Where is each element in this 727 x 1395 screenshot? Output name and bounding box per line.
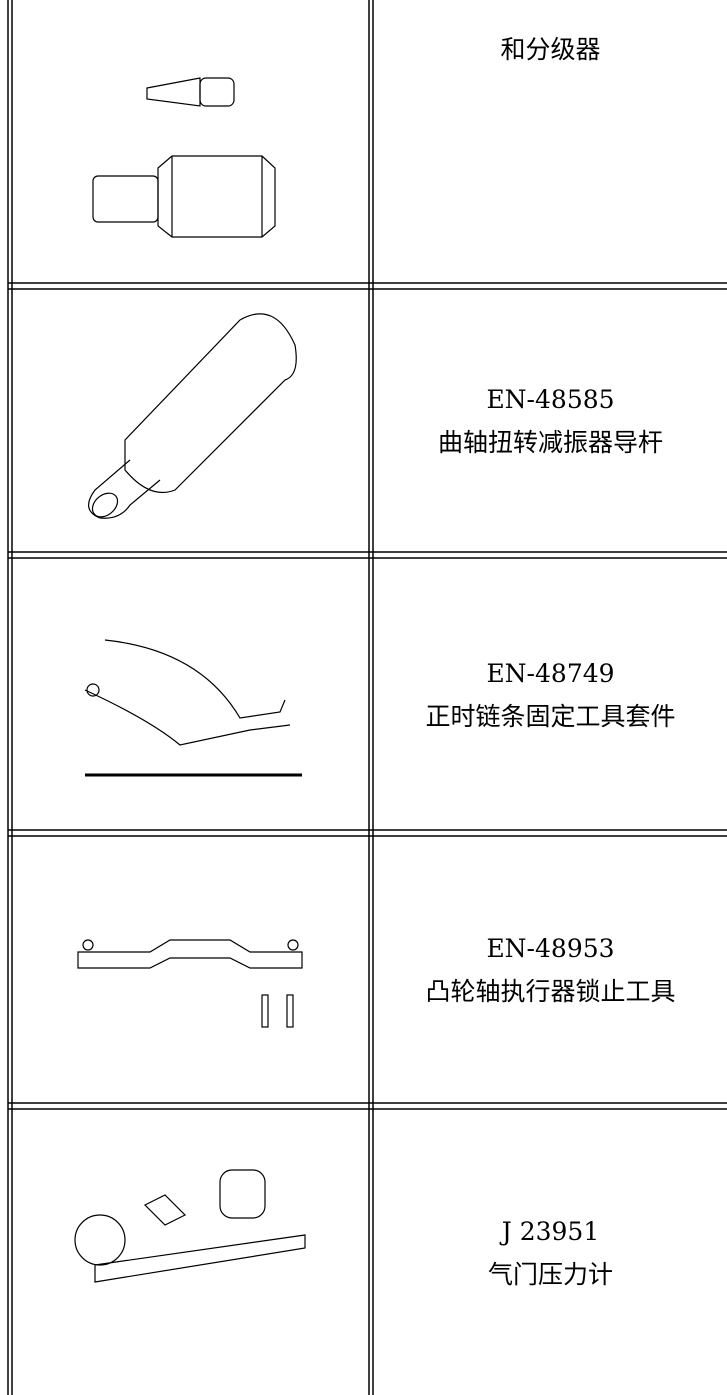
tool-illustration — [77, 939, 303, 1028]
tool-number: J 23951 — [501, 1216, 600, 1246]
tool-illustration — [74, 1169, 306, 1283]
tool-number: EN-48585 — [486, 385, 615, 414]
tool-number: EN-48953 — [486, 934, 615, 963]
tool-illustration — [88, 313, 297, 519]
tool-name-cell: EN-48953 凸轮轴执行器锁止工具 — [374, 837, 727, 1103]
tool-name-cell: 和分级器 — [374, 0, 727, 283]
tool-name: 凸轮轴执行器锁止工具 — [425, 977, 676, 1006]
tool-name: 正时链条固定工具套件 — [425, 701, 676, 731]
tool-name-cell: EN-48585 曲轴扭转减振器导杆 — [374, 290, 727, 552]
tool-name: 曲轴扭转减振器导杆 — [437, 428, 663, 457]
tool-name-cell: EN-48749 正时链条固定工具套件 — [374, 559, 727, 830]
tool-number: EN-48749 — [486, 658, 615, 688]
tool-name: 和分级器 — [500, 35, 601, 64]
tool-illustration — [84, 639, 302, 777]
tool-illustration — [92, 77, 276, 238]
tool-name: 气门压力计 — [487, 1259, 613, 1289]
tool-name-cell: J 23951 气门压力计 — [374, 1110, 727, 1395]
